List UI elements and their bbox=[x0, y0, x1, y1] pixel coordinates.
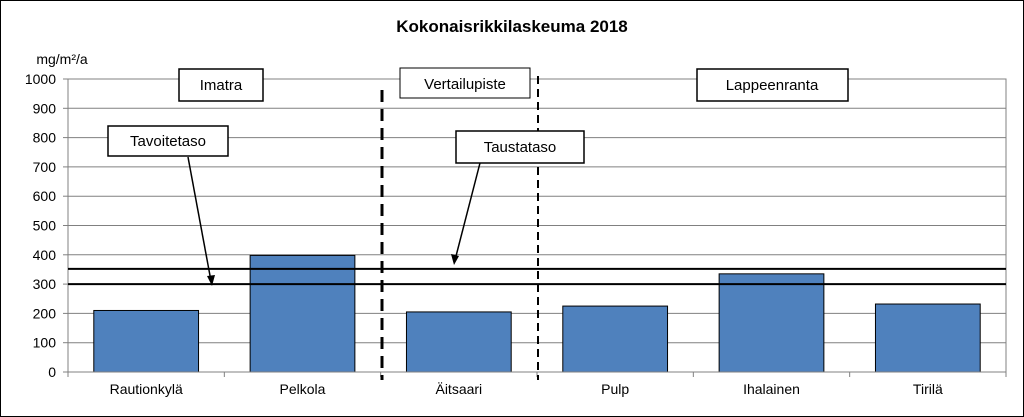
y-tick-label: 600 bbox=[33, 188, 57, 204]
y-tick-labels: 0 100 200 300 400 500 600 700 800 900 1000 bbox=[25, 71, 68, 380]
bars bbox=[93, 254, 981, 373]
y-tick-label: 0 bbox=[48, 364, 56, 380]
arrowhead-tavoitetaso bbox=[207, 275, 215, 286]
group-box-vertailupiste bbox=[399, 67, 531, 99]
group-label-lappeenranta: Lappeenranta bbox=[726, 77, 819, 94]
bar-1 bbox=[93, 309, 200, 373]
callout-box-tavoitetaso bbox=[107, 125, 229, 157]
y-tick-label: 300 bbox=[33, 276, 57, 292]
arrowhead-taustataso bbox=[451, 254, 459, 265]
bar-6 bbox=[874, 303, 981, 373]
x-tick-labels: Rautionkylä Pelkola Äitsaari Pulp Ihalainen T… bbox=[67, 372, 1007, 397]
callout-box-taustataso bbox=[455, 130, 585, 164]
group-box-imatra bbox=[178, 68, 264, 102]
y-tick-label: 200 bbox=[33, 305, 57, 321]
group-box-lappeenranta bbox=[696, 68, 849, 102]
callout-label-taustataso: Taustataso bbox=[484, 139, 557, 156]
y-tick-label: 500 bbox=[33, 218, 57, 234]
bar-4 bbox=[562, 305, 669, 373]
group-label-imatra: Imatra bbox=[200, 77, 243, 94]
group-label-vertailupiste: Vertailupiste bbox=[424, 76, 506, 93]
bar-2 bbox=[249, 254, 356, 373]
x-tick-label: Ihalainen bbox=[743, 381, 800, 397]
y-tick-label: 700 bbox=[33, 159, 57, 175]
chart-title: Kokonaisrikkilaskeuma 2018 bbox=[396, 17, 628, 36]
x-tick-label: Tirilä bbox=[913, 381, 943, 397]
callout-arrow-tavoitetaso bbox=[187, 156, 212, 282]
y-axis-unit: mg/m²/a bbox=[36, 51, 88, 67]
bar-5 bbox=[718, 273, 825, 373]
callout-arrow-taustataso bbox=[454, 162, 481, 261]
y-tick-label: 100 bbox=[33, 335, 57, 351]
y-tick-label: 400 bbox=[33, 247, 57, 263]
callout-label-tavoitetaso: Tavoitetaso bbox=[130, 133, 206, 150]
bar-3 bbox=[405, 311, 512, 373]
x-tick-label: Äitsaari bbox=[435, 381, 482, 397]
y-tick-label: 1000 bbox=[25, 71, 56, 87]
x-tick-label: Pulp bbox=[601, 381, 629, 397]
y-tick-label: 800 bbox=[33, 130, 57, 146]
y-tick-label: 900 bbox=[33, 100, 57, 116]
x-tick-label: Pelkola bbox=[280, 381, 326, 397]
x-tick-label: Rautionkylä bbox=[110, 381, 183, 397]
